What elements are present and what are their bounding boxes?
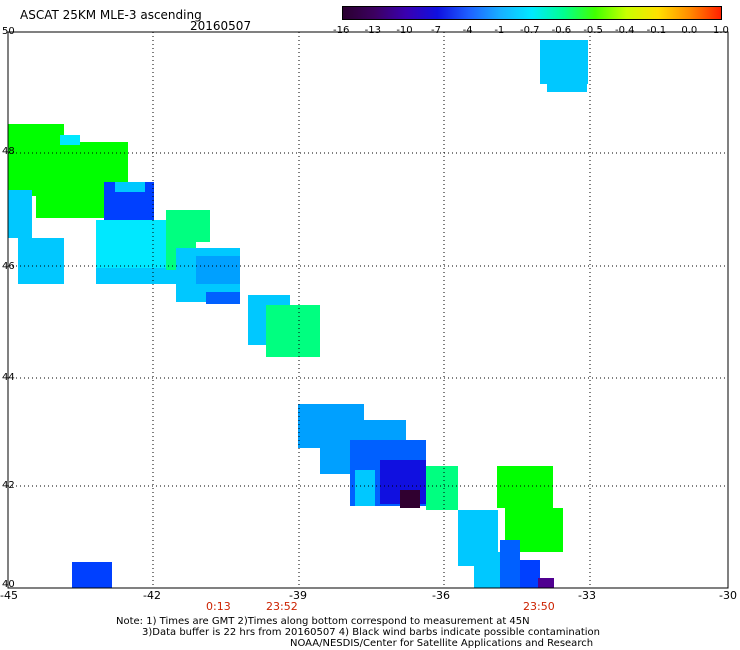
wind-speed-block (540, 40, 588, 84)
wind-speed-block (60, 135, 80, 145)
data-blocks-layer (8, 40, 588, 588)
wind-speed-block (355, 470, 375, 506)
wind-speed-block (547, 84, 587, 92)
wind-speed-block (18, 238, 64, 284)
wind-speed-block (196, 256, 240, 284)
y-tick-label: 40 (2, 579, 15, 590)
colorbar-tick-label: -10 (396, 25, 413, 36)
wind-speed-block (500, 540, 520, 588)
x-tick-label: -45 (0, 589, 18, 602)
wind-speed-block (72, 562, 112, 588)
colorbar-tick-label: -1 (494, 25, 505, 36)
note-line: NOAA/NESDIS/Center for Satellite Applica… (290, 638, 594, 649)
map-title: ASCAT 25KM MLE-3 ascending (20, 8, 202, 22)
wind-speed-block (538, 578, 554, 588)
wind-speed-block (266, 305, 320, 357)
colorbar-tick-label: -0.4 (615, 25, 635, 36)
wind-speed-block (166, 210, 210, 242)
note-line: Note: 1) Times are GMT 2)Times along bot… (116, 616, 530, 627)
plot-frame (7, 31, 729, 589)
y-tick-label: 46 (2, 261, 15, 272)
colorbar-tick-label: -0.7 (520, 25, 540, 36)
colorbar-tick-label: 1.0 (713, 25, 729, 36)
wind-speed-block (206, 292, 240, 304)
note-line: 3)Data buffer is 22 hrs from 20160507 4)… (142, 627, 600, 638)
wind-speed-block (8, 124, 64, 144)
y-tick-label: 44 (2, 372, 15, 383)
colorbar-tick-label: -0.6 (551, 25, 572, 36)
time-label: 0:13 (206, 600, 231, 613)
x-tick-label: -36 (432, 589, 450, 602)
wind-speed-block (96, 220, 166, 270)
y-tick-label: 48 (2, 146, 15, 157)
wind-speed-block (96, 268, 176, 284)
wind-speed-block (497, 466, 553, 508)
x-tick-label: -30 (719, 589, 737, 602)
wind-speed-block (8, 190, 32, 238)
time-label: 23:50 (523, 600, 555, 613)
colorbar-tick-label: -7 (431, 25, 441, 36)
wind-speed-block (115, 182, 145, 192)
grid-layer (8, 32, 728, 588)
wind-speed-block (36, 196, 104, 218)
map-date: 20160507 (190, 19, 252, 33)
colorbar-tick-label: -13 (364, 25, 381, 36)
colorbar-tick-label: -16 (333, 25, 350, 36)
x-tick-label: -42 (143, 589, 161, 602)
colorbar (342, 6, 722, 20)
y-tick-label: 42 (2, 480, 15, 491)
colorbar-tick-label: -0.5 (583, 25, 603, 36)
x-tick-label: -33 (578, 589, 596, 602)
time-label: 23:52 (266, 600, 298, 613)
wind-speed-block (520, 560, 540, 588)
y-tick-label: 50 (2, 26, 15, 37)
colorbar-tick-label: -4 (462, 25, 473, 36)
wind-speed-block (400, 490, 420, 508)
x-tick-label: -39 (289, 589, 307, 602)
colorbar-tick-label: 0.0 (681, 25, 698, 36)
wind-speed-block (426, 466, 458, 510)
colorbar-tick-label: -0.1 (646, 25, 667, 36)
